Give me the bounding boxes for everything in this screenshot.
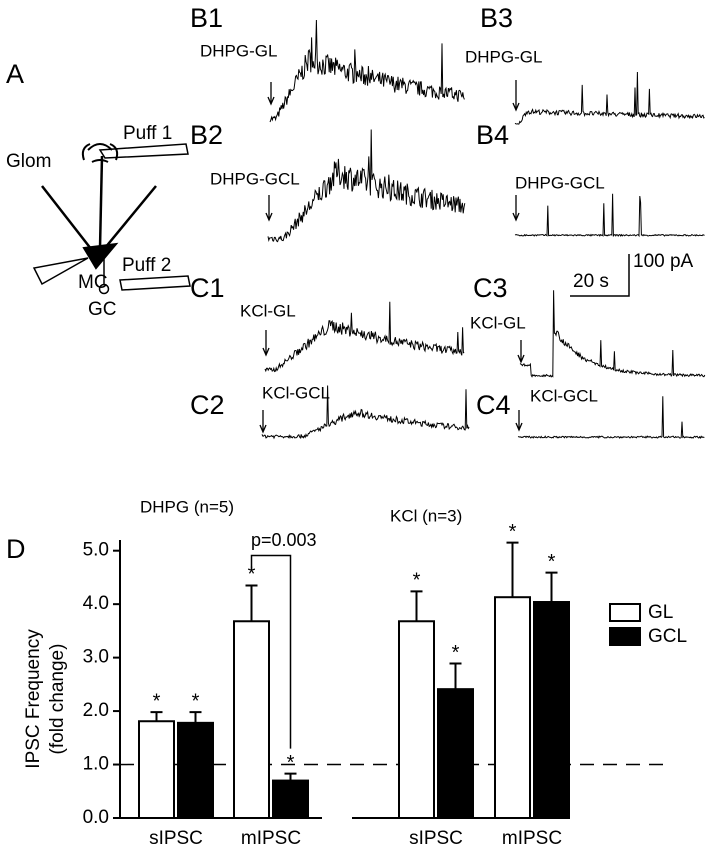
legend-label: GL — [648, 602, 673, 623]
legend-swatch — [609, 627, 641, 646]
trace — [514, 193, 705, 238]
y-tick-label: 1.0 — [83, 754, 109, 775]
trace-label: C3 — [473, 273, 508, 303]
bar — [272, 779, 309, 819]
stimulus-label: KCl-GCL — [530, 386, 598, 405]
significance-marker: * — [248, 564, 256, 586]
stimulus-label: KCl-GL — [470, 313, 526, 332]
error-bar — [245, 584, 258, 622]
trace — [261, 385, 470, 440]
significance-marker: * — [413, 570, 421, 592]
error-bar — [150, 711, 163, 722]
significance-marker: * — [192, 690, 200, 712]
stimulus-arrow — [517, 340, 525, 364]
error-bar — [545, 571, 558, 603]
trace-label: B2 — [190, 120, 223, 150]
stimulus-arrow — [515, 410, 523, 432]
stimulus-label: DHPG-GCL — [210, 169, 300, 188]
legend-label: GCL — [648, 626, 687, 647]
significance-marker: * — [153, 690, 161, 712]
legend-swatch — [609, 603, 641, 622]
stimulus-arrow — [259, 410, 267, 434]
diagram-label: MC — [78, 272, 108, 293]
diagram-label: Puff 2 — [122, 255, 171, 276]
stimulus-label: DHPG-GL — [465, 47, 542, 66]
y-axis-label: IPSC Frequency — [23, 629, 44, 769]
y-tick-label: 4.0 — [83, 593, 109, 614]
diagram-label: Glom — [6, 151, 51, 172]
stimulus-arrow — [265, 195, 273, 222]
mitral-cell — [82, 242, 119, 270]
trace — [514, 71, 705, 125]
bar — [398, 620, 435, 819]
trace-label: B1 — [190, 3, 223, 33]
y-tick-label: 3.0 — [83, 647, 109, 668]
trace — [517, 396, 705, 440]
bar — [233, 620, 270, 819]
bar — [494, 596, 531, 820]
error-bar — [410, 590, 423, 622]
p-value: p=0.003 — [251, 530, 317, 550]
x-tick-label: mIPSC — [241, 828, 301, 849]
chart-title: KCl (n=3) — [390, 506, 462, 525]
significance-bracket — [250, 554, 292, 749]
stimulus-arrow — [512, 195, 520, 222]
y-tick-label: 0.0 — [83, 807, 109, 828]
y-axis-label: (fold change) — [47, 644, 68, 755]
pipette-2 — [119, 275, 191, 291]
tuft — [91, 159, 109, 163]
scale-bar — [570, 254, 630, 297]
trace-label: C4 — [476, 390, 511, 420]
stimulus-label: KCl-GCL — [262, 383, 330, 402]
error-bar — [506, 541, 519, 598]
diagram-label: Puff 1 — [123, 123, 172, 144]
bar — [533, 601, 570, 819]
error-bar — [284, 772, 297, 781]
bar — [177, 721, 214, 819]
significance-marker: * — [452, 642, 460, 664]
trace-label: C2 — [190, 390, 225, 420]
scale-label: 20 s — [573, 271, 609, 292]
panel-label: D — [6, 534, 26, 564]
lateral-dendrites — [41, 185, 157, 255]
recording-pipette — [32, 257, 89, 286]
trace-label: B4 — [476, 120, 509, 150]
error-bar — [449, 662, 462, 690]
trace — [264, 301, 465, 373]
stimulus-label: KCl-GL — [240, 301, 296, 320]
pipette-1 — [98, 143, 189, 159]
x-tick-label: mIPSC — [502, 828, 562, 849]
diagram-label: GC — [88, 299, 117, 320]
x-tick-label: sIPSC — [409, 828, 463, 849]
stimulus-label: DHPG-GL — [200, 41, 277, 60]
significance-marker: * — [548, 551, 556, 573]
chart-title: DHPG (n=5) — [140, 497, 234, 516]
scale-label: 100 pA — [633, 251, 694, 272]
x-tick-label: sIPSC — [149, 828, 203, 849]
diagram — [32, 143, 191, 295]
y-tick-label: 2.0 — [83, 700, 109, 721]
apical-dendrite — [98, 155, 104, 249]
y-tick-label: 5.0 — [83, 540, 109, 561]
trace-label: B3 — [480, 3, 513, 33]
panel-label: A — [6, 59, 24, 89]
stimulus-arrow — [512, 80, 520, 112]
trace — [267, 129, 466, 243]
stimulus-arrow — [267, 82, 275, 106]
significance-marker: * — [287, 752, 295, 774]
bar — [138, 720, 175, 819]
granule-cell — [98, 283, 110, 295]
trace — [519, 290, 706, 378]
stimulus-label: DHPG-GCL — [515, 173, 605, 192]
bar — [437, 688, 474, 820]
trace — [269, 19, 465, 123]
stimulus-arrow — [262, 330, 270, 357]
trace-label: C1 — [190, 273, 225, 303]
error-bar — [189, 711, 202, 723]
significance-marker: * — [509, 521, 517, 543]
